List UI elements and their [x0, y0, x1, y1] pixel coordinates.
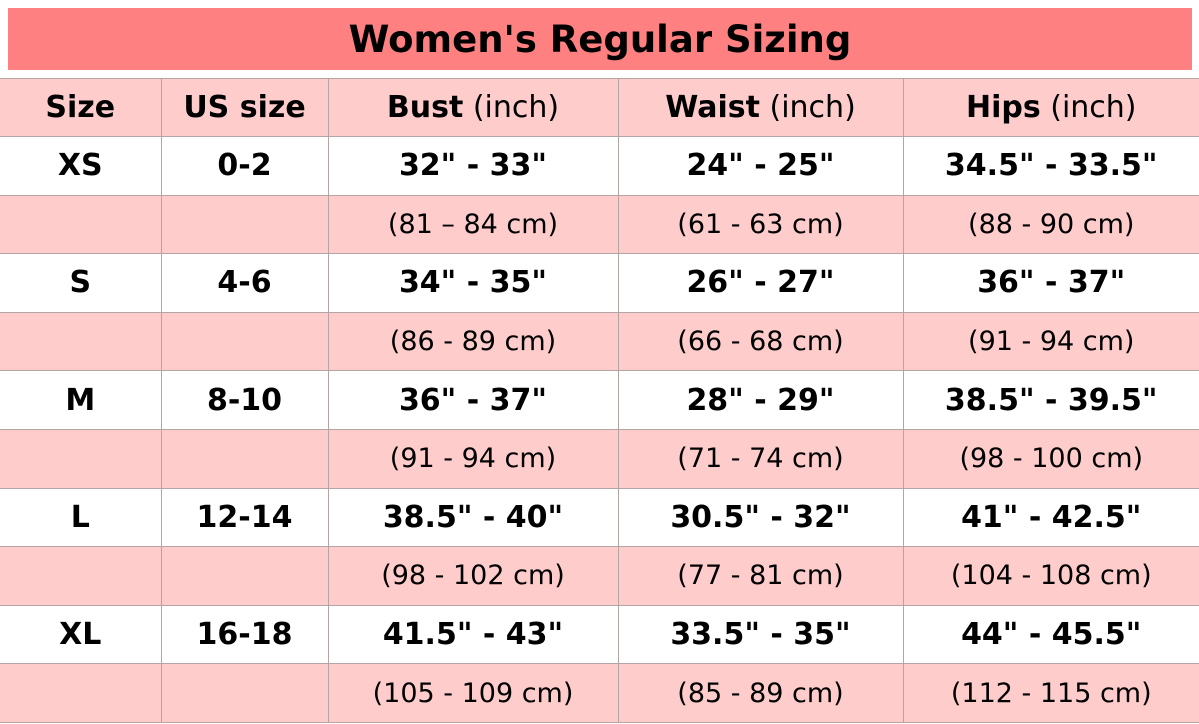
cell-hips: 38.5" - 39.5"	[902, 370, 1199, 430]
header-bust: Bust (inch)	[327, 78, 619, 137]
size-row-inch: XL 16-18 41.5" - 43" 33.5" - 35" 44" - 45.5"	[0, 604, 1199, 665]
cell-waist_cm: (71 - 74 cm)	[617, 428, 904, 489]
cell-empty	[0, 546, 162, 606]
cell-hips: 34.5" - 33.5"	[902, 136, 1199, 196]
cell-us: 0-2	[160, 136, 329, 196]
size-row-cm: (81 – 84 cm) (61 - 63 cm) (88 - 90 cm)	[0, 194, 1199, 255]
cell-size: L	[0, 487, 162, 548]
size-row-cm: (91 - 94 cm) (71 - 74 cm) (98 - 100 cm)	[0, 428, 1199, 489]
cell-empty	[160, 428, 329, 489]
cell-hips_cm: (112 - 115 cm)	[902, 663, 1199, 723]
cell-bust: 36" - 37"	[327, 370, 619, 430]
cell-size: M	[0, 370, 162, 430]
cell-us: 8-10	[160, 370, 329, 430]
cell-waist_cm: (66 - 68 cm)	[617, 311, 904, 372]
cell-empty	[160, 311, 329, 372]
size-row-cm: (86 - 89 cm) (66 - 68 cm) (91 - 94 cm)	[0, 311, 1199, 372]
size-row-inch: S 4-6 34" - 35" 26" - 27" 36" - 37"	[0, 253, 1199, 313]
cell-empty	[0, 663, 162, 723]
header-size: Size	[0, 78, 162, 137]
cell-hips: 44" - 45.5"	[902, 604, 1199, 665]
cell-hips_cm: (98 - 100 cm)	[902, 428, 1199, 489]
header-row: Size US size Bust (inch) Waist (inch) Hi…	[0, 78, 1199, 137]
cell-size: S	[0, 253, 162, 313]
cell-waist: 30.5" - 32"	[617, 487, 904, 548]
cell-size: XS	[0, 136, 162, 196]
cell-size: XL	[0, 604, 162, 665]
size-row-cm: (98 - 102 cm) (77 - 81 cm) (104 - 108 cm)	[0, 546, 1199, 606]
cell-waist: 24" - 25"	[617, 136, 904, 196]
cell-empty	[0, 428, 162, 489]
cell-hips_cm: (88 - 90 cm)	[902, 194, 1199, 255]
size-row-cm: (105 - 109 cm) (85 - 89 cm) (112 - 115 cm)	[0, 663, 1199, 723]
size-row-inch: M 8-10 36" - 37" 28" - 29" 38.5" - 39.5"	[0, 370, 1199, 430]
cell-hips: 36" - 37"	[902, 253, 1199, 313]
size-row-inch: XS 0-2 32" - 33" 24" - 25" 34.5" - 33.5"	[0, 136, 1199, 196]
cell-waist_cm: (77 - 81 cm)	[617, 546, 904, 606]
cell-hips: 41" - 42.5"	[902, 487, 1199, 548]
cell-bust: 32" - 33"	[327, 136, 619, 196]
cell-hips_cm: (91 - 94 cm)	[902, 311, 1199, 372]
header-waist: Waist (inch)	[617, 78, 904, 137]
cell-bust: 38.5" - 40"	[327, 487, 619, 548]
cell-waist_cm: (85 - 89 cm)	[617, 663, 904, 723]
cell-empty	[160, 194, 329, 255]
size-row-inch: L 12-14 38.5" - 40" 30.5" - 32" 41" - 42.5"	[0, 487, 1199, 548]
page-title: Women's Regular Sizing	[348, 17, 852, 61]
size-table: Size US size Bust (inch) Waist (inch) Hi…	[0, 78, 1199, 723]
cell-bust: 41.5" - 43"	[327, 604, 619, 665]
header-us-size: US size	[160, 78, 329, 137]
header-hips: Hips (inch)	[902, 78, 1199, 137]
cell-bust_cm: (105 - 109 cm)	[327, 663, 619, 723]
cell-empty	[160, 663, 329, 723]
cell-waist: 26" - 27"	[617, 253, 904, 313]
cell-waist: 33.5" - 35"	[617, 604, 904, 665]
cell-bust_cm: (81 – 84 cm)	[327, 194, 619, 255]
cell-bust_cm: (98 - 102 cm)	[327, 546, 619, 606]
cell-bust_cm: (91 - 94 cm)	[327, 428, 619, 489]
cell-us: 12-14	[160, 487, 329, 548]
cell-bust: 34" - 35"	[327, 253, 619, 313]
cell-empty	[160, 546, 329, 606]
title-banner: Women's Regular Sizing	[8, 8, 1192, 70]
cell-empty	[0, 311, 162, 372]
cell-waist: 28" - 29"	[617, 370, 904, 430]
cell-us: 16-18	[160, 604, 329, 665]
cell-waist_cm: (61 - 63 cm)	[617, 194, 904, 255]
cell-hips_cm: (104 - 108 cm)	[902, 546, 1199, 606]
cell-us: 4-6	[160, 253, 329, 313]
cell-bust_cm: (86 - 89 cm)	[327, 311, 619, 372]
cell-empty	[0, 194, 162, 255]
